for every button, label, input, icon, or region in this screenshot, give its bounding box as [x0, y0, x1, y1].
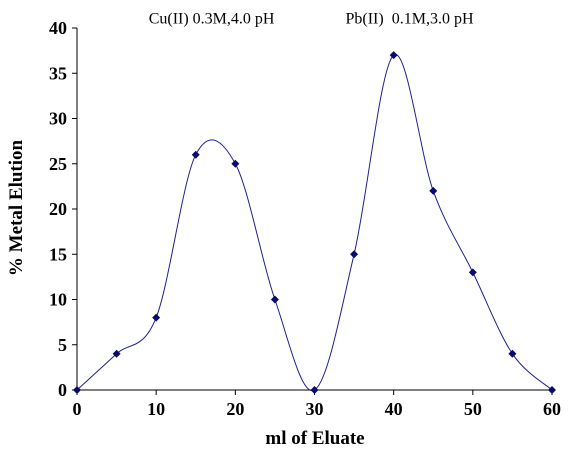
- annotation-label: Cu(II) 0.3M,4.0 pH: [149, 10, 275, 27]
- data-point-marker: [548, 386, 556, 394]
- y-tick-label: 30: [49, 109, 67, 129]
- data-point-marker: [112, 349, 121, 358]
- y-axis-ticks: 0 5 10 15 20 25 30 35 40: [49, 18, 77, 400]
- data-point-marker: [191, 150, 200, 159]
- y-tick-label: 20: [49, 199, 67, 219]
- x-tick-label: 20: [226, 399, 244, 419]
- x-tick-label: 30: [306, 399, 324, 419]
- data-point-marker: [468, 268, 477, 277]
- y-tick-label: 5: [58, 335, 67, 355]
- axes: [76, 28, 552, 391]
- x-axis-title: ml of Eluate: [265, 428, 364, 449]
- data-point-marker: [508, 349, 517, 358]
- annotation-label: Pb(II) 0.1M,3.0 pH: [346, 10, 474, 27]
- data-point-marker: [350, 250, 359, 259]
- elution-curve: [76, 54, 553, 391]
- data-markers: [73, 51, 556, 394]
- y-tick-label: 15: [49, 244, 67, 264]
- x-tick-label: 60: [543, 399, 561, 419]
- data-point-marker: [310, 386, 319, 394]
- y-tick-label: 25: [49, 154, 67, 174]
- x-tick-label: 10: [147, 399, 165, 419]
- data-point-marker: [73, 386, 81, 394]
- x-tick-label: 0: [73, 399, 82, 419]
- y-tick-label: 40: [49, 18, 67, 38]
- x-tick-label: 40: [385, 399, 403, 419]
- y-tick-label: 10: [49, 290, 67, 310]
- x-axis-ticks: 0 10 20 30 40 50 60: [73, 390, 561, 419]
- x-tick-label: 50: [464, 399, 482, 419]
- y-tick-label: 0: [58, 380, 67, 400]
- annotations: Cu(II) 0.3M,4.0 pH Pb(II) 0.1M,3.0 pH: [149, 10, 474, 27]
- data-point-marker: [231, 159, 240, 168]
- y-tick-label: 35: [49, 63, 67, 83]
- y-axis-title: % Metal Elution: [6, 139, 27, 276]
- data-point-marker: [389, 51, 398, 60]
- data-point-marker: [270, 295, 279, 304]
- data-point-marker: [152, 313, 161, 322]
- data-point-marker: [429, 186, 438, 195]
